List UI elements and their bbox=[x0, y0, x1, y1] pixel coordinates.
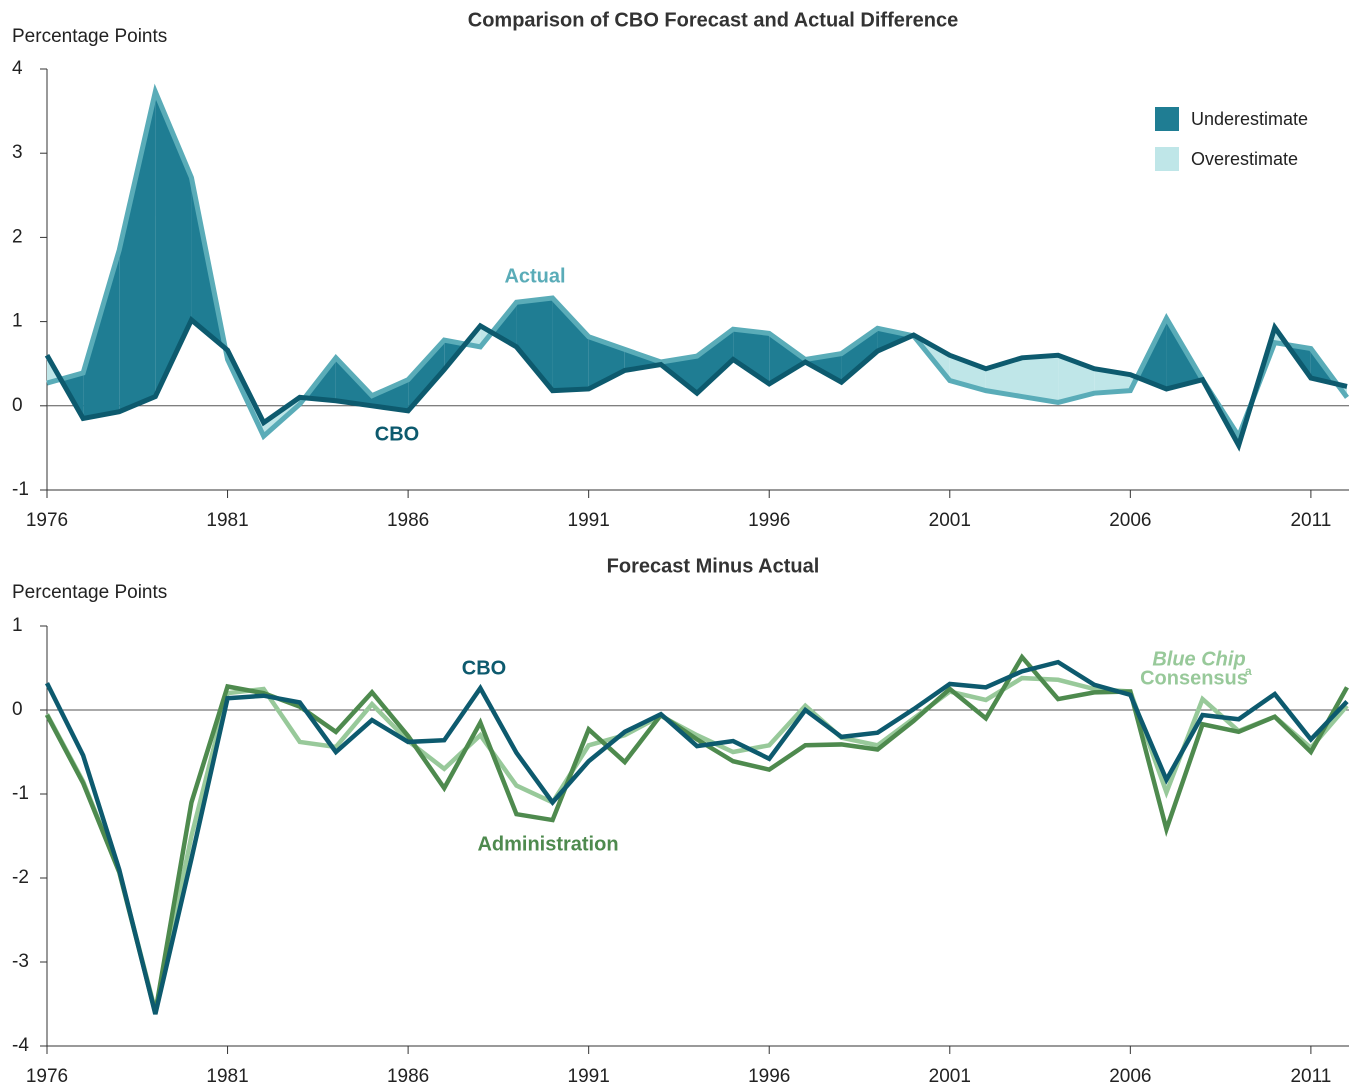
difference-area bbox=[155, 91, 192, 397]
series-label: Administration bbox=[477, 833, 618, 855]
footnote-marker: a bbox=[1245, 664, 1252, 678]
y-tick-label: 0 bbox=[12, 699, 23, 720]
x-tick-label: 1986 bbox=[387, 1066, 429, 1087]
x-tick-label: 1981 bbox=[206, 510, 248, 531]
x-tick-label: 1996 bbox=[748, 510, 790, 531]
x-tick-label: 1976 bbox=[26, 510, 68, 531]
y-tick-label: 1 bbox=[12, 311, 23, 332]
y-tick-label: 2 bbox=[12, 226, 23, 247]
y-axis-label: Percentage Points bbox=[12, 26, 167, 47]
y-tick-label: -4 bbox=[12, 1035, 29, 1056]
x-tick-label: 2006 bbox=[1109, 510, 1151, 531]
chart-title: Forecast Minus Actual bbox=[607, 555, 820, 577]
difference-area bbox=[1022, 355, 1059, 403]
series-label: Actual bbox=[504, 265, 565, 287]
difference-area bbox=[841, 328, 878, 383]
chart-title: Comparison of CBO Forecast and Actual Di… bbox=[468, 9, 958, 31]
difference-area bbox=[733, 329, 770, 384]
legend-label: Underestimate bbox=[1191, 109, 1308, 129]
difference-area bbox=[697, 329, 734, 394]
difference-area bbox=[372, 379, 409, 411]
x-tick-label: 2006 bbox=[1109, 1066, 1151, 1087]
series-line bbox=[45, 653, 1349, 1013]
series-line bbox=[45, 675, 1349, 1012]
series-label: CBO bbox=[375, 423, 419, 445]
legend-swatch bbox=[1155, 147, 1179, 171]
difference-area bbox=[83, 250, 120, 419]
x-tick-label: 2011 bbox=[1290, 1066, 1331, 1087]
series-line bbox=[46, 83, 1350, 442]
x-tick-label: 1991 bbox=[568, 510, 610, 531]
y-tick-label: 3 bbox=[12, 142, 23, 163]
y-tick-label: -1 bbox=[12, 479, 29, 500]
y-tick-label: 0 bbox=[12, 395, 23, 416]
y-tick-label: 4 bbox=[12, 58, 23, 79]
x-tick-label: 2001 bbox=[929, 1066, 971, 1087]
y-tick-label: 1 bbox=[12, 615, 23, 636]
series-label: CBO bbox=[462, 657, 506, 679]
x-tick-label: 1976 bbox=[26, 1066, 68, 1087]
y-tick-label: -2 bbox=[12, 867, 29, 888]
difference-area bbox=[552, 298, 589, 391]
difference-area bbox=[119, 91, 156, 412]
series-line bbox=[44, 315, 1348, 452]
series-label: Blue Chip bbox=[1152, 648, 1245, 670]
y-tick-label: -1 bbox=[12, 783, 29, 804]
x-tick-label: 1981 bbox=[206, 1066, 248, 1087]
legend-swatch bbox=[1155, 107, 1179, 131]
legend-label: Overestimate bbox=[1191, 149, 1298, 169]
difference-area bbox=[588, 336, 625, 389]
x-tick-label: 1986 bbox=[387, 510, 429, 531]
series-label: Consensus bbox=[1140, 667, 1248, 689]
x-tick-label: 2011 bbox=[1290, 510, 1331, 531]
x-tick-label: 1996 bbox=[748, 1066, 790, 1087]
series-line bbox=[44, 659, 1349, 1015]
difference-area bbox=[408, 340, 445, 411]
x-tick-label: 1991 bbox=[568, 1066, 610, 1087]
difference-area bbox=[516, 298, 553, 391]
y-axis-label: Percentage Points bbox=[12, 582, 167, 603]
difference-area bbox=[769, 333, 806, 384]
y-tick-label: -3 bbox=[12, 951, 29, 972]
x-tick-label: 2001 bbox=[929, 510, 971, 531]
